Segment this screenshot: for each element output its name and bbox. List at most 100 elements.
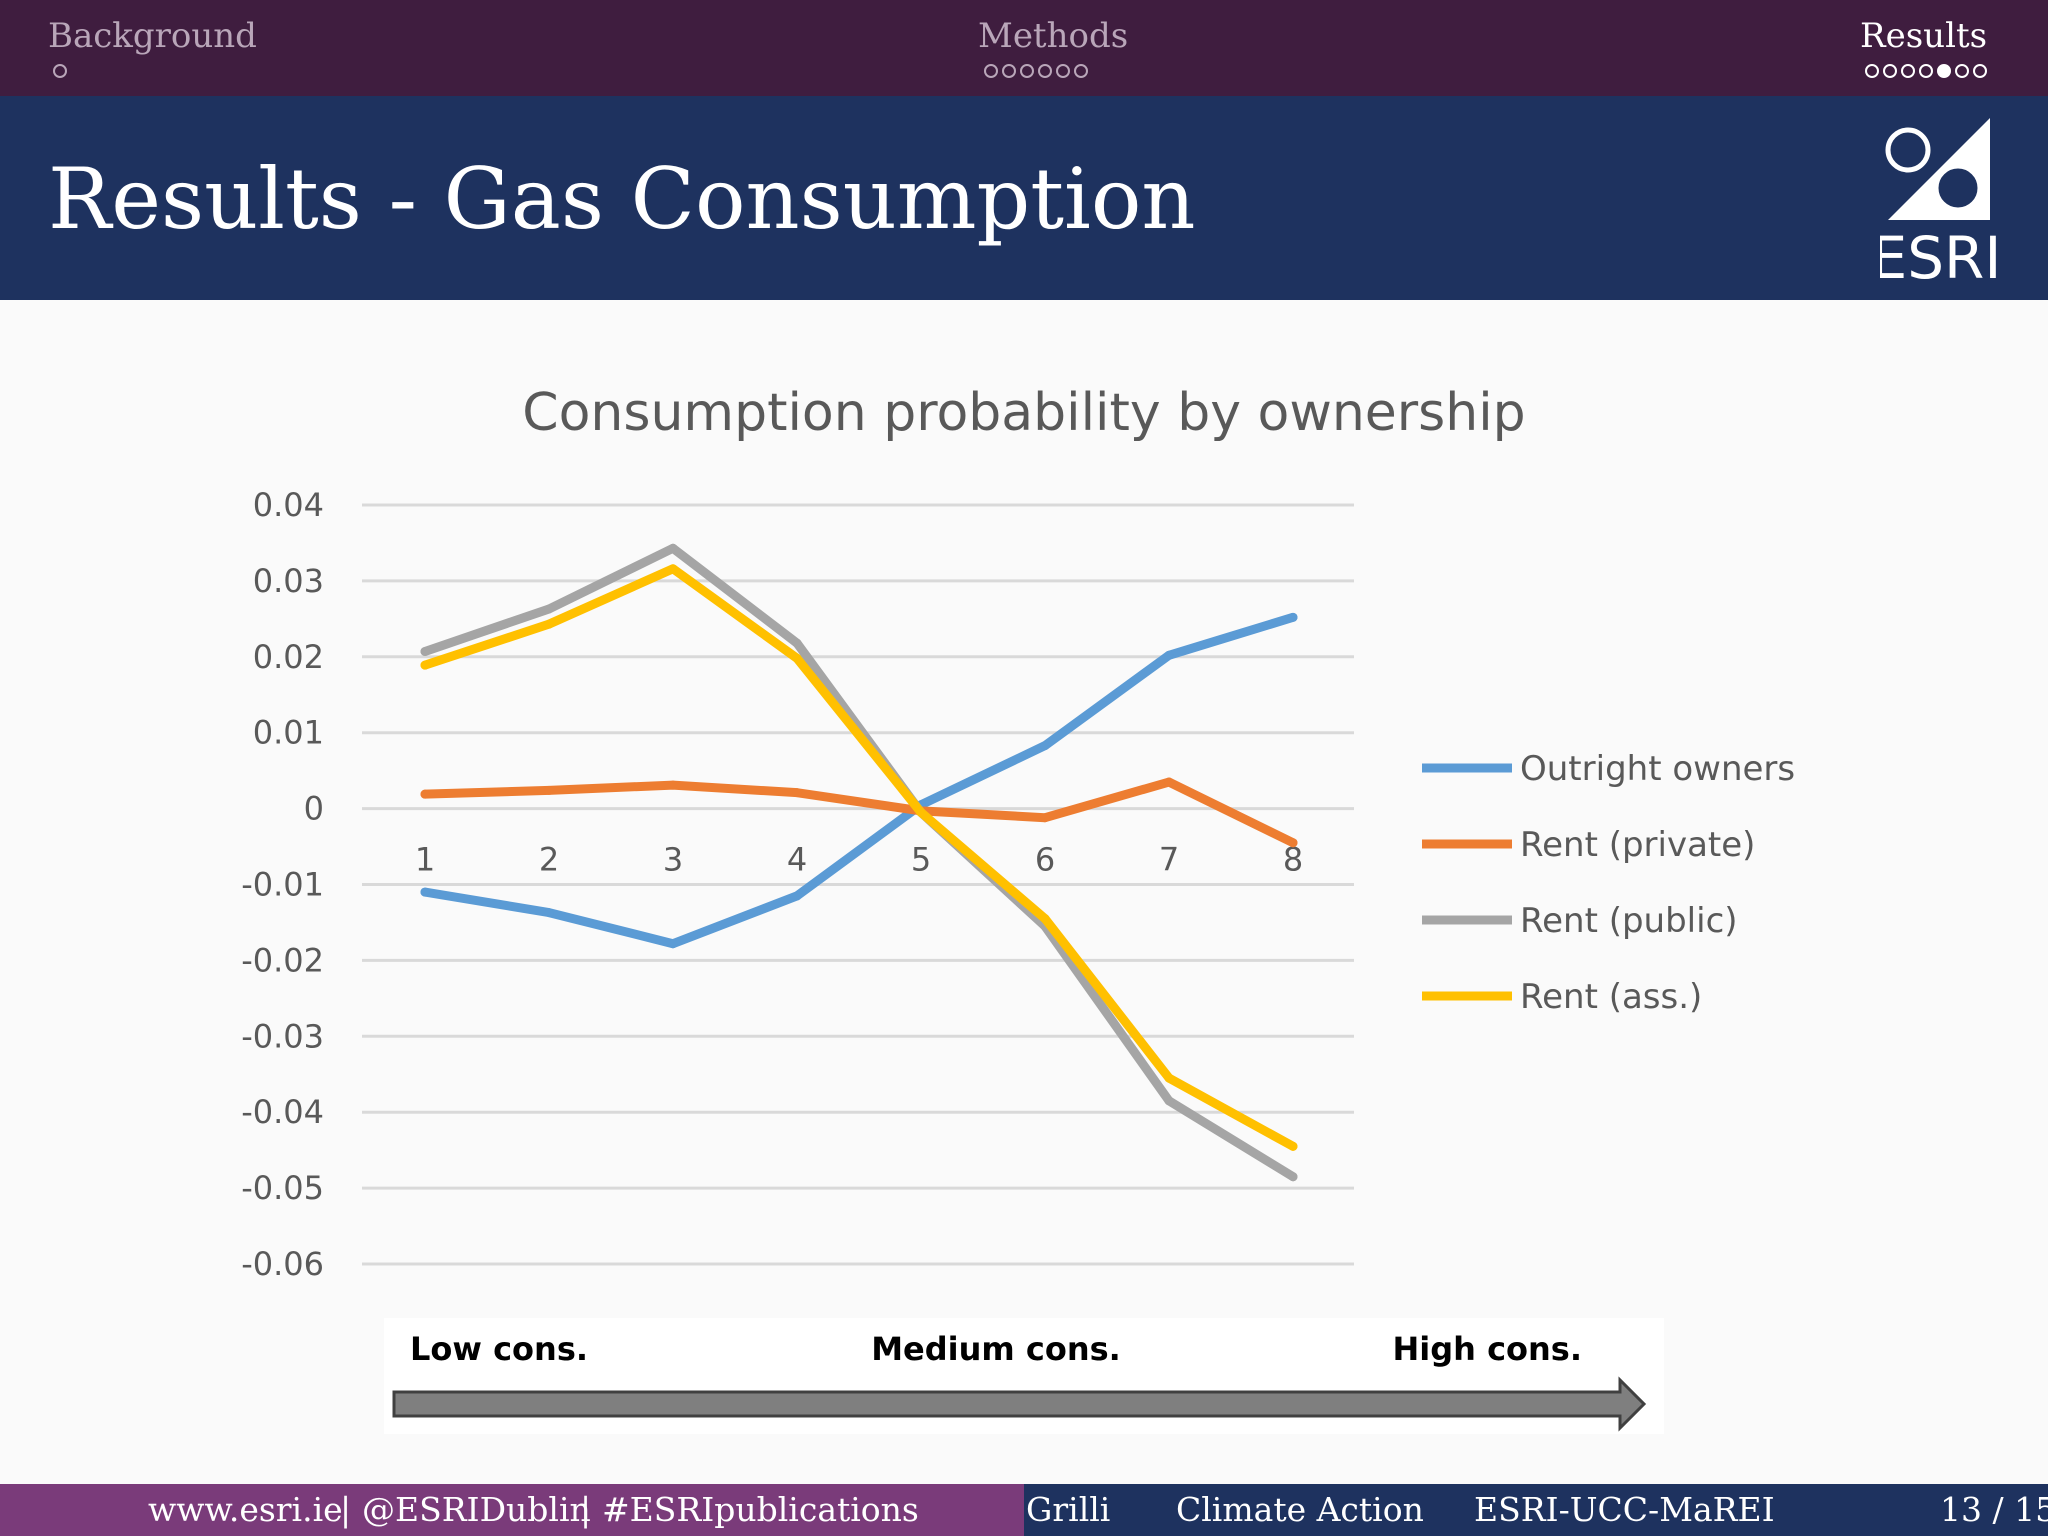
data-point xyxy=(668,564,678,574)
high-cons-label: High cons. xyxy=(1392,1330,1582,1368)
data-point xyxy=(792,788,802,798)
chart-legend: Outright owners Rent (private) Rent (publi… xyxy=(1422,749,1795,1017)
footer-separator: | xyxy=(580,1490,592,1529)
nav-dot[interactable] xyxy=(1865,64,1879,78)
y-tick-label: -0.05 xyxy=(241,1169,324,1207)
legend-label: Outright owners xyxy=(1520,749,1795,789)
series-line-0 xyxy=(420,612,1298,949)
y-tick-label: -0.04 xyxy=(241,1093,324,1131)
legend-label: Rent (ass.) xyxy=(1520,977,1702,1017)
consumption-arrow-icon xyxy=(392,1376,1647,1432)
nav-dot[interactable] xyxy=(1074,64,1088,78)
data-point xyxy=(420,789,430,799)
footer-talk-title: Climate Action xyxy=(1176,1490,1424,1529)
logo-circle-cutout xyxy=(1933,163,1983,213)
footer-page-number: 13 / 15 xyxy=(1940,1490,2048,1529)
series-line-3 xyxy=(420,564,1298,1151)
logo-circle-outline xyxy=(1885,127,1931,173)
footer-separator: | xyxy=(340,1490,352,1529)
data-point xyxy=(1164,1073,1174,1083)
nav-section-background[interactable]: Background xyxy=(48,16,257,56)
y-tick-label: 0.03 xyxy=(253,562,324,600)
data-point xyxy=(916,807,926,817)
line-chart: Consumption probability by ownership 0.0… xyxy=(241,383,1795,1434)
y-tick-label: 0.02 xyxy=(253,638,324,676)
nav-dot[interactable] xyxy=(984,64,998,78)
low-cons-label: Low cons. xyxy=(410,1330,588,1368)
x-tick-label: 5 xyxy=(911,841,931,879)
section-navigation: Background Methods Results xyxy=(0,0,2048,96)
slide-title: Results - Gas Consumption xyxy=(48,150,1196,248)
x-tick-label: 7 xyxy=(1159,841,1179,879)
footer-right: Grilli Climate Action ESRI-UCC-MaREI 13 … xyxy=(1024,1484,2048,1536)
y-tick-label: -0.01 xyxy=(241,866,324,904)
data-point xyxy=(792,653,802,663)
data-point xyxy=(1288,838,1298,848)
y-tick-label: -0.03 xyxy=(241,1017,324,1055)
data-point xyxy=(668,780,678,790)
y-tick-label: 0.01 xyxy=(253,714,324,752)
data-point xyxy=(792,891,802,901)
footer-hashtag[interactable]: #ESRIpublications xyxy=(602,1490,919,1529)
data-point xyxy=(1040,741,1050,751)
nav-dots-methods xyxy=(984,64,1088,78)
footer-venue: ESRI-UCC-MaREI xyxy=(1474,1490,1775,1529)
nav-dot[interactable] xyxy=(1973,64,1987,78)
series-line-1 xyxy=(420,777,1298,848)
nav-section-methods[interactable]: Methods xyxy=(978,16,1129,56)
data-point xyxy=(1164,650,1174,660)
nav-dot[interactable] xyxy=(1937,64,1951,78)
nav-dot[interactable] xyxy=(1020,64,1034,78)
data-point xyxy=(668,939,678,949)
nav-dot[interactable] xyxy=(1901,64,1915,78)
x-tick-label: 4 xyxy=(787,841,807,879)
nav-dot[interactable] xyxy=(1002,64,1016,78)
footer-left: www.esri.ie | @ESRIDublin | #ESRIpublica… xyxy=(0,1484,1024,1536)
data-point xyxy=(420,646,430,656)
legend-label: Rent (public) xyxy=(1520,901,1738,941)
data-point xyxy=(1288,612,1298,622)
nav-dot[interactable] xyxy=(1056,64,1070,78)
legend-label: Rent (private) xyxy=(1520,825,1755,865)
nav-dot[interactable] xyxy=(1883,64,1897,78)
footer-website[interactable]: www.esri.ie xyxy=(148,1490,343,1529)
data-point xyxy=(1288,1172,1298,1182)
nav-dot[interactable] xyxy=(1955,64,1969,78)
footer-twitter[interactable]: @ESRIDublin xyxy=(362,1490,591,1529)
data-point xyxy=(420,660,430,670)
data-point xyxy=(1288,1141,1298,1151)
data-point xyxy=(1164,777,1174,787)
x-tick-label: 2 xyxy=(539,841,559,879)
consumption-scale: Low cons. Medium cons. High cons. xyxy=(384,1318,1664,1434)
x-tick-label: 1 xyxy=(415,841,435,879)
data-point xyxy=(668,543,678,553)
nav-dot[interactable] xyxy=(1919,64,1933,78)
x-tick-label: 6 xyxy=(1035,841,1055,879)
chart-title: Consumption probability by ownership xyxy=(522,383,1525,443)
data-point xyxy=(1040,813,1050,823)
series-line-2 xyxy=(420,543,1298,1182)
y-tick-label: 0 xyxy=(304,790,324,828)
logo-text: ESRI xyxy=(1880,224,2000,284)
x-axis-ticks: 1 2 3 4 5 6 7 8 xyxy=(415,841,1303,879)
footer: www.esri.ie | @ESRIDublin | #ESRIpublica… xyxy=(0,1484,2048,1536)
chart-series xyxy=(420,543,1298,1182)
data-point xyxy=(544,619,554,629)
medium-cons-label: Medium cons. xyxy=(871,1330,1121,1368)
data-point xyxy=(792,638,802,648)
data-point xyxy=(1040,914,1050,924)
x-tick-label: 3 xyxy=(663,841,683,879)
nav-dot[interactable] xyxy=(1038,64,1052,78)
y-tick-label: 0.04 xyxy=(253,486,324,524)
nav-section-results[interactable]: Results xyxy=(1860,16,1988,56)
chart-grid xyxy=(362,503,1354,1266)
data-point xyxy=(544,785,554,795)
data-point xyxy=(544,908,554,918)
y-tick-label: -0.06 xyxy=(241,1245,324,1283)
nav-dots-background xyxy=(53,64,67,78)
data-point xyxy=(1164,1096,1174,1106)
nav-dot[interactable] xyxy=(53,64,67,78)
nav-dots-results xyxy=(1865,64,1987,78)
esri-logo: ESRI xyxy=(1880,118,2000,284)
data-point xyxy=(544,604,554,614)
